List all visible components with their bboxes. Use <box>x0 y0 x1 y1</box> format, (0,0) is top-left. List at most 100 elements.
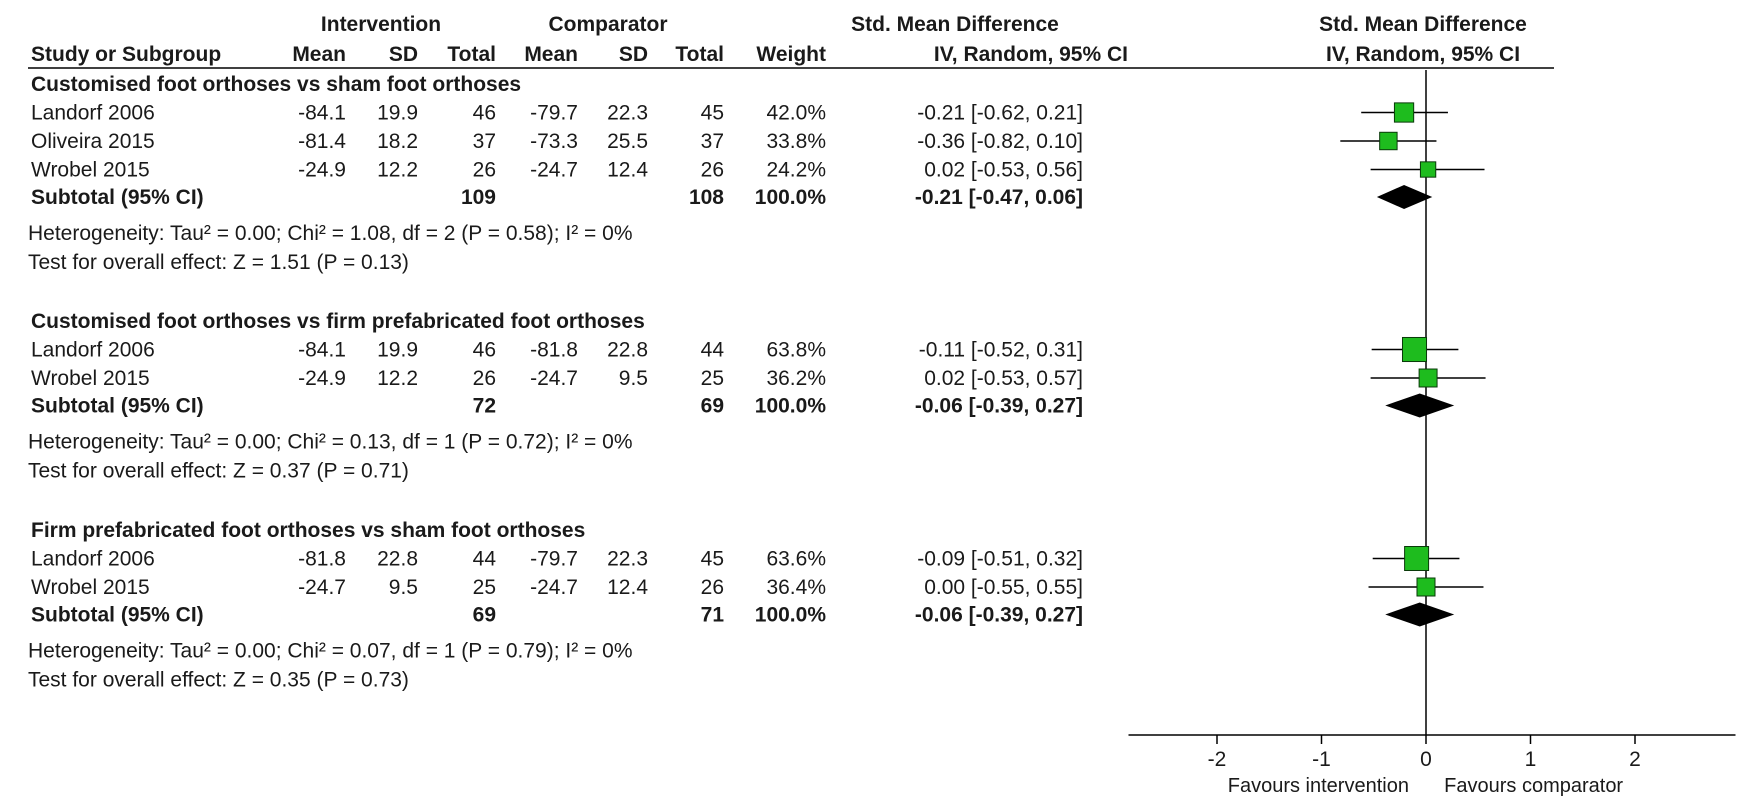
x-axis: -2 -1 0 1 2 Favours intervention Favours compa… <box>1128 734 1736 796</box>
study-sd2: 25.5 <box>607 130 648 153</box>
study-sd1: 22.8 <box>377 548 418 571</box>
study-sd2: 22.8 <box>607 339 648 362</box>
study-ci-text: -0.09 [-0.51, 0.32] <box>917 548 1083 571</box>
study-weight: 24.2% <box>766 159 826 182</box>
study-sd1: 9.5 <box>389 576 418 599</box>
study-point-estimate <box>1393 102 1415 123</box>
header-mean1: Mean <box>292 43 346 66</box>
study-n1: 46 <box>473 102 496 125</box>
study-sd1: 12.2 <box>377 159 418 182</box>
study-name: Landorf 2006 <box>31 548 155 571</box>
favours-right-label: Favours comparator <box>1444 775 1623 796</box>
header-total2: Total <box>675 43 724 66</box>
study-ci-text: 0.02 [-0.53, 0.57] <box>924 367 1083 390</box>
x-tick-label: 0 <box>1420 748 1432 771</box>
study-n1: 37 <box>473 130 496 153</box>
subgroup-title: Firm prefabricated foot orthoses vs sham… <box>31 519 585 542</box>
study-ci-text: -0.11 [-0.52, 0.31] <box>919 339 1083 362</box>
x-tick-label: 1 <box>1525 748 1537 771</box>
study-n1: 26 <box>473 367 496 390</box>
study-name: Wrobel 2015 <box>31 159 150 182</box>
subtotal-n2: 69 <box>701 395 724 418</box>
subtotal-diamond <box>1385 393 1455 418</box>
header-plot-method: IV, Random, 95% CI <box>1326 43 1520 66</box>
study-weight: 36.2% <box>766 367 826 390</box>
subtotal-n1: 109 <box>461 186 496 209</box>
study-ci-text: -0.36 [-0.82, 0.10] <box>917 130 1083 153</box>
study-name: Landorf 2006 <box>31 339 155 362</box>
overall-effect-text: Test for overall effect: Z = 0.37 (P = 0… <box>28 460 409 483</box>
study-n2: 45 <box>701 548 724 571</box>
study-mean2: -24.7 <box>530 159 578 182</box>
study-mean2: -24.7 <box>530 576 578 599</box>
study-mean1: -24.7 <box>298 576 346 599</box>
header-sd1: SD <box>389 43 418 66</box>
study-mean2: -81.8 <box>530 339 578 362</box>
study-point-estimate <box>1419 161 1437 178</box>
study-n2: 25 <box>701 367 724 390</box>
study-point-estimate <box>1404 546 1430 571</box>
subtotal-ci-text: -0.21 [-0.47, 0.06] <box>915 186 1083 209</box>
study-point-estimate <box>1379 131 1398 151</box>
x-tick-label: -1 <box>1312 748 1331 771</box>
header-mean2: Mean <box>524 43 578 66</box>
study-sd2: 12.4 <box>607 159 648 182</box>
study-mean2: -79.7 <box>530 548 578 571</box>
study-ci-text: 0.00 [-0.55, 0.55] <box>924 576 1083 599</box>
study-ci-text: -0.21 [-0.62, 0.21] <box>917 102 1083 125</box>
header-total1: Total <box>447 43 496 66</box>
plot-marks <box>1340 102 1486 627</box>
study-mean1: -81.8 <box>298 548 346 571</box>
study-n2: 44 <box>701 339 725 362</box>
study-point-estimate <box>1401 336 1428 363</box>
study-n1: 26 <box>473 159 496 182</box>
subgroup-title: Customised foot orthoses vs firm prefabr… <box>31 310 645 333</box>
study-mean2: -79.7 <box>530 102 578 125</box>
subtotal-label: Subtotal (95% CI) <box>31 604 204 627</box>
header-intervention: Intervention <box>321 13 441 36</box>
subgroup-title: Customised foot orthoses vs sham foot or… <box>31 73 521 96</box>
study-n2: 45 <box>701 102 724 125</box>
header-study: Study or Subgroup <box>31 43 221 66</box>
header-weight: Weight <box>756 43 826 66</box>
table-body: Customised foot orthoses vs sham foot or… <box>28 73 1083 692</box>
study-sd2: 22.3 <box>607 548 648 571</box>
subtotal-n2: 71 <box>701 604 725 627</box>
study-name: Landorf 2006 <box>31 102 155 125</box>
study-mean1: -84.1 <box>298 102 346 125</box>
heterogeneity-text: Heterogeneity: Tau² = 0.00; Chi² = 1.08,… <box>28 222 633 245</box>
study-n1: 44 <box>473 548 497 571</box>
study-sd2: 12.4 <box>607 576 648 599</box>
study-sd2: 9.5 <box>619 367 648 390</box>
header-comparator: Comparator <box>548 13 667 36</box>
study-name: Wrobel 2015 <box>31 576 150 599</box>
study-mean1: -84.1 <box>298 339 346 362</box>
subtotal-ci-text: -0.06 [-0.39, 0.27] <box>915 604 1083 627</box>
study-sd2: 22.3 <box>607 102 648 125</box>
x-tick-label: -2 <box>1208 748 1227 771</box>
study-point-estimate <box>1416 577 1436 597</box>
study-weight: 63.6% <box>766 548 826 571</box>
x-tick-label: 2 <box>1629 748 1641 771</box>
study-n1: 46 <box>473 339 496 362</box>
subtotal-n1: 72 <box>473 395 496 418</box>
subtotal-ci-text: -0.06 [-0.39, 0.27] <box>915 395 1083 418</box>
study-mean2: -73.3 <box>530 130 578 153</box>
study-weight: 63.8% <box>766 339 826 362</box>
study-n2: 26 <box>701 159 724 182</box>
study-name: Oliveira 2015 <box>31 130 155 153</box>
subtotal-weight: 100.0% <box>755 395 827 418</box>
study-mean1: -24.9 <box>298 367 346 390</box>
study-n1: 25 <box>473 576 496 599</box>
study-weight: 42.0% <box>766 102 826 125</box>
study-ci-text: 0.02 [-0.53, 0.56] <box>924 159 1083 182</box>
study-sd1: 18.2 <box>377 130 418 153</box>
study-n2: 26 <box>701 576 724 599</box>
study-mean1: -81.4 <box>298 130 346 153</box>
heterogeneity-text: Heterogeneity: Tau² = 0.00; Chi² = 0.07,… <box>28 640 633 663</box>
heterogeneity-text: Heterogeneity: Tau² = 0.00; Chi² = 0.13,… <box>28 431 633 454</box>
subtotal-diamond <box>1376 185 1433 209</box>
study-weight: 36.4% <box>766 576 826 599</box>
subtotal-diamond <box>1385 602 1455 627</box>
header-plot-title: Std. Mean Difference <box>1319 13 1527 36</box>
